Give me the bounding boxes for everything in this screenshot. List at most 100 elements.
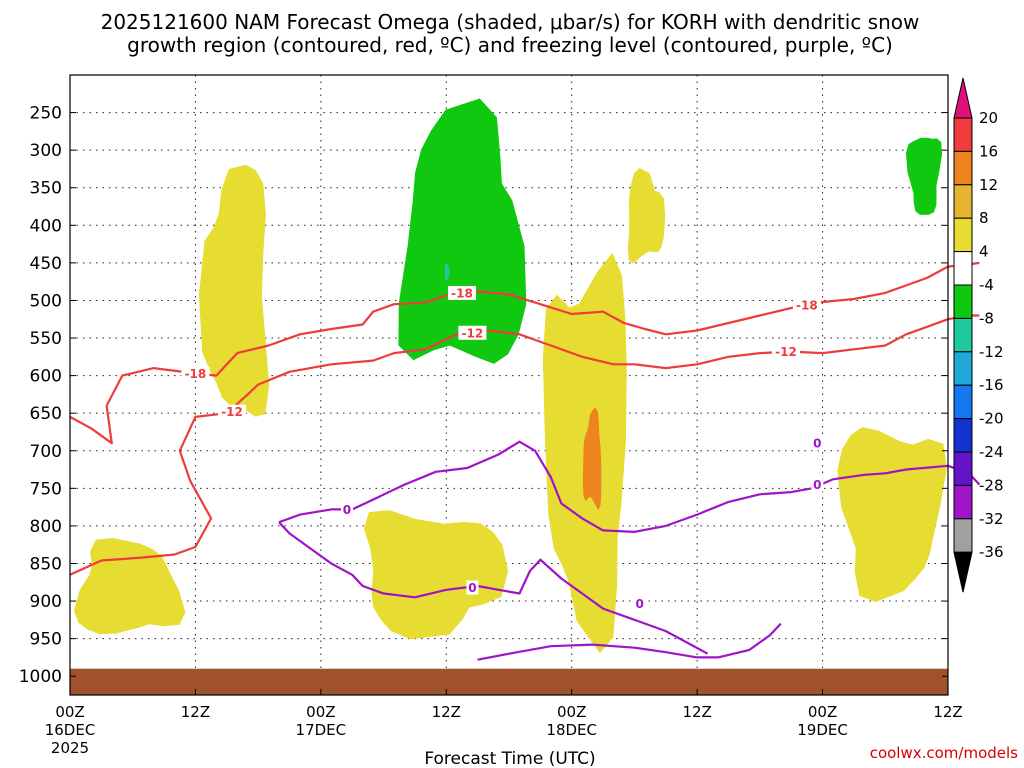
contour-label-1: -18 — [451, 286, 473, 300]
contour-label-bg-9 — [811, 436, 824, 451]
contour-label-bg-2 — [792, 297, 821, 312]
x-tick-label-60-0: 12Z — [682, 703, 711, 721]
colorbar-label-7: -12 — [979, 343, 1004, 361]
x-tick-label-24-0: 00Z — [306, 703, 335, 721]
plot-area: -18 -18 -18 -12 -12 -12 0 0 0 0 0 250 300 350 400 450 50… — [19, 74, 981, 757]
colorbar-label-11: -28 — [979, 476, 1004, 494]
omega-region-upward-motion-east — [905, 137, 943, 215]
colorbar-swatch-12 — [953, 518, 973, 553]
contour-freezing-level-near-ground — [477, 622, 782, 661]
colorbar-swatch-9 — [953, 418, 973, 453]
colorbar-label-9: -20 — [979, 410, 1004, 428]
y-tick-label-500: 500 — [30, 291, 62, 311]
colorbar-swatch-0 — [953, 117, 973, 152]
x-tick-label-72-0: 00Z — [808, 703, 837, 721]
colorbar-label-8: -16 — [979, 376, 1004, 394]
y-tick-label-300: 300 — [30, 141, 62, 161]
omega-region-sinking-lower-middle — [364, 510, 509, 640]
x-axis-label: Forecast Time (UTC) — [424, 749, 595, 768]
ground-surface — [70, 668, 948, 695]
contour-label-3: -12 — [221, 405, 243, 419]
colorbar-swatch-6 — [953, 317, 973, 353]
colorbar-swatch-1 — [953, 150, 973, 186]
x-tick-label-0-0: 00Z — [55, 703, 84, 721]
omega-region-sinking-lower-west — [74, 538, 186, 635]
contour-label-bg-7 — [466, 580, 479, 595]
colorbar-label-13: -36 — [979, 543, 1004, 561]
omega-region-sinking-east — [837, 427, 947, 602]
contour-label-9: 0 — [813, 437, 821, 451]
colorbar-label-5: -4 — [979, 276, 994, 294]
omega-region-sinking-max — [582, 406, 602, 510]
omega-region-upward-motion-core — [444, 263, 450, 281]
contour-label-4: -12 — [462, 326, 484, 340]
contour-label-2: -18 — [796, 298, 818, 312]
colorbar: 20 16 12 8 4 -4 -8 -12 -16 -20 -24 -28 -32 -36 — [953, 77, 1004, 593]
y-tick-label-900: 900 — [30, 592, 62, 612]
colorbar-label-6: -8 — [979, 309, 994, 327]
contour-label-bg-0 — [181, 366, 210, 381]
x-tick-label-48-0: 00Z — [557, 703, 586, 721]
contour-label-bg-10 — [811, 477, 824, 492]
y-tick-label-600: 600 — [30, 367, 62, 387]
y-tick-label-750: 750 — [30, 479, 62, 499]
colorbar-top-arrow — [953, 77, 973, 119]
colorbar-label-12: -32 — [979, 510, 1004, 528]
contour-label-bg-1 — [447, 285, 476, 300]
x-tick-label-0-2: 2025 — [51, 739, 89, 757]
source-credit: coolwx.com/models — [870, 744, 1018, 762]
contour-label-8: 0 — [635, 597, 643, 611]
y-tick-label-350: 350 — [30, 179, 62, 199]
contour-label-5: -12 — [775, 345, 797, 359]
y-tick-label-700: 700 — [30, 442, 62, 462]
colorbar-swatch-11 — [953, 484, 973, 520]
colorbar-swatch-10 — [953, 451, 973, 486]
x-tick-label-48-1: 18DEC — [546, 721, 597, 739]
y-tick-label-250: 250 — [30, 104, 62, 124]
y-tick-label-850: 850 — [30, 554, 62, 574]
contour-label-bg-4 — [458, 325, 487, 340]
colorbar-swatch-5 — [953, 284, 973, 319]
contour-freezing-level-main — [278, 440, 981, 533]
colorbar-label-0: 20 — [979, 109, 998, 127]
contour-label-10: 0 — [813, 478, 821, 492]
contour-label-7: 0 — [468, 581, 476, 595]
y-tick-label-950: 950 — [30, 630, 62, 650]
contour-dgz-minus-12 — [69, 314, 980, 576]
x-tick-label-24-1: 17DEC — [296, 721, 347, 739]
omega-region-sinking-upper-mid — [627, 168, 666, 264]
colorbar-swatch-3 — [953, 217, 973, 253]
contour-label-bg-3 — [218, 404, 247, 419]
colorbar-label-2: 12 — [979, 176, 998, 194]
y-tick-label-800: 800 — [30, 517, 62, 537]
colorbar-swatch-8 — [953, 384, 973, 420]
contour-label-bg-5 — [771, 344, 800, 359]
colorbar-swatch-2 — [953, 184, 973, 219]
x-tick-label-72-1: 19DEC — [797, 721, 848, 739]
y-tick-label-650: 650 — [30, 404, 62, 424]
colorbar-label-1: 16 — [979, 142, 998, 160]
x-tick-label-36-0: 12Z — [432, 703, 461, 721]
x-tick-label-12-0: 12Z — [181, 703, 210, 721]
y-tick-label-550: 550 — [30, 329, 62, 349]
contour-freezing-level-lower — [278, 521, 709, 655]
contour-label-bg-6 — [340, 502, 353, 517]
contour-label-0: -18 — [185, 367, 207, 381]
plot-frame — [69, 74, 949, 696]
chart-title-line-2: growth region (contoured, red, ºC) and f… — [127, 33, 893, 57]
colorbar-bottom-arrow — [953, 551, 973, 593]
contour-label-bg-8 — [633, 596, 646, 611]
y-tick-label-1000: 1000 — [19, 667, 62, 687]
colorbar-swatch-4 — [953, 251, 973, 286]
colorbar-swatch-7 — [953, 351, 973, 386]
contour-label-6: 0 — [343, 503, 351, 517]
x-tick-label-0-1: 16DEC — [45, 721, 96, 739]
colorbar-label-10: -24 — [979, 443, 1004, 461]
x-tick-label-84-0: 12Z — [933, 703, 962, 721]
chart-title-line-1: 2025121600 NAM Forecast Omega (shaded, μ… — [101, 10, 920, 34]
omega-region-upward-motion-main — [398, 98, 527, 364]
colorbar-label-3: 8 — [979, 209, 989, 227]
colorbar-label-4: 4 — [979, 243, 989, 261]
y-tick-label-450: 450 — [30, 254, 62, 274]
